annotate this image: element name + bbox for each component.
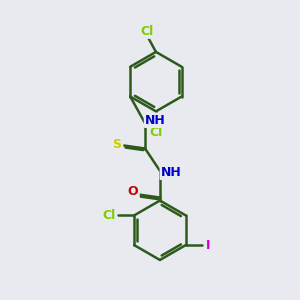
Text: Cl: Cl [140,25,154,38]
Text: I: I [206,238,210,252]
Text: S: S [112,138,121,151]
Text: NH: NH [145,114,166,127]
Text: NH: NH [161,166,182,179]
Text: O: O [128,185,139,198]
Text: Cl: Cl [102,209,116,222]
Text: Cl: Cl [149,126,163,139]
